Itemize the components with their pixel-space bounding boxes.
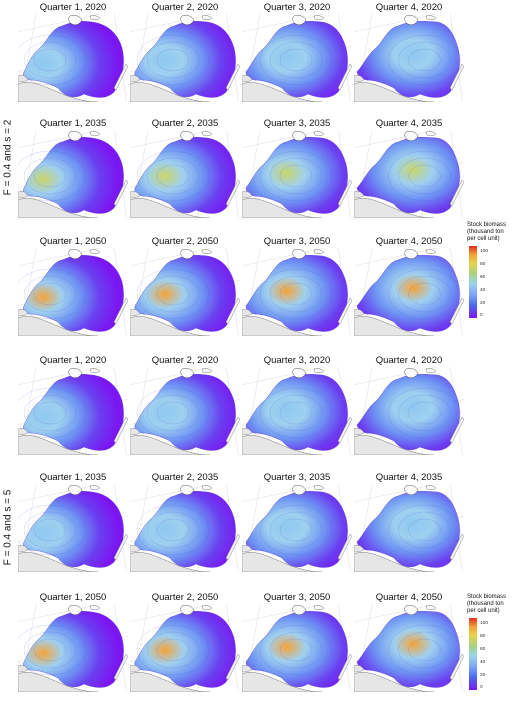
panel-title: Quarter 2, 2035 bbox=[151, 472, 219, 483]
biomass-map bbox=[354, 604, 464, 692]
biomass-legend: Stock biomass (thousand ton per cell uni… bbox=[467, 594, 517, 694]
panel-title: Quarter 2, 2035 bbox=[151, 118, 219, 129]
map-panel: Quarter 2, 2020 bbox=[130, 355, 240, 455]
panel-title: Quarter 3, 2035 bbox=[263, 472, 331, 483]
panel-title: Quarter 1, 2035 bbox=[39, 118, 107, 129]
map-panel: Quarter 2, 2050 bbox=[130, 236, 240, 336]
panel-title: Quarter 3, 2020 bbox=[263, 2, 331, 13]
panel-title: Quarter 1, 2050 bbox=[39, 592, 107, 603]
biomass-map bbox=[130, 248, 240, 336]
map-panel: Quarter 3, 2050 bbox=[242, 592, 352, 692]
map-panel: Quarter 1, 2035 bbox=[18, 118, 128, 218]
legend-title-line: (thousand ton bbox=[467, 229, 504, 236]
biomass-map bbox=[242, 604, 352, 692]
legend-title-line: per cell unit) bbox=[467, 236, 500, 243]
legend-title-line: (thousand ton bbox=[467, 601, 504, 608]
biomass-map bbox=[242, 14, 352, 102]
biomass-map bbox=[242, 248, 352, 336]
map-panel: Quarter 2, 2020 bbox=[130, 2, 240, 102]
panel-title: Quarter 2, 2050 bbox=[151, 592, 219, 603]
map-panel: Quarter 4, 2035 bbox=[354, 118, 464, 218]
biomass-map bbox=[242, 367, 352, 455]
map-panel: Quarter 4, 2050 bbox=[354, 236, 464, 336]
panel-title: Quarter 3, 2035 bbox=[263, 118, 331, 129]
row-label-s5: F = 0.4 and s = 5 bbox=[2, 489, 14, 566]
panel-title: Quarter 1, 2050 bbox=[39, 236, 107, 247]
biomass-map bbox=[130, 130, 240, 218]
legend-tick: 80 bbox=[480, 262, 486, 267]
map-panel: Quarter 4, 2050 bbox=[354, 592, 464, 692]
legend-color-bar bbox=[469, 246, 477, 318]
map-panel: Quarter 3, 2050 bbox=[242, 236, 352, 336]
legend-tick: 40 bbox=[480, 660, 486, 665]
panel-title: Quarter 4, 2020 bbox=[375, 2, 443, 13]
biomass-map bbox=[18, 248, 128, 336]
panel-title: Quarter 1, 2020 bbox=[39, 355, 107, 366]
panel-title: Quarter 2, 2020 bbox=[151, 2, 219, 13]
panel-title: Quarter 1, 2035 bbox=[39, 472, 107, 483]
biomass-map bbox=[242, 130, 352, 218]
map-panel: Quarter 1, 2020 bbox=[18, 2, 128, 102]
map-panel: Quarter 3, 2020 bbox=[242, 2, 352, 102]
biomass-map bbox=[18, 14, 128, 102]
legend-tick: 60 bbox=[480, 647, 486, 652]
legend-tick: 80 bbox=[480, 634, 486, 639]
panel-title: Quarter 4, 2035 bbox=[375, 118, 443, 129]
map-panel: Quarter 1, 2035 bbox=[18, 472, 128, 572]
biomass-map bbox=[354, 367, 464, 455]
biomass-map bbox=[354, 248, 464, 336]
biomass-map bbox=[18, 130, 128, 218]
panel-title: Quarter 4, 2020 bbox=[375, 355, 443, 366]
biomass-map bbox=[130, 14, 240, 102]
map-panel: Quarter 4, 2020 bbox=[354, 2, 464, 102]
legend-tick: 40 bbox=[480, 288, 486, 293]
legend-tick: 0 bbox=[480, 313, 483, 318]
map-panel: Quarter 3, 2035 bbox=[242, 472, 352, 572]
biomass-map bbox=[242, 484, 352, 572]
map-panel: Quarter 1, 2020 bbox=[18, 355, 128, 455]
map-panel: Quarter 3, 2020 bbox=[242, 355, 352, 455]
biomass-map bbox=[18, 604, 128, 692]
legend-tick: 60 bbox=[480, 275, 486, 280]
biomass-map bbox=[130, 604, 240, 692]
legend-title-line: Stock biomass bbox=[467, 222, 507, 228]
biomass-map bbox=[130, 367, 240, 455]
biomass-legend: Stock biomass (thousand ton per cell uni… bbox=[467, 222, 517, 322]
legend-tick: 20 bbox=[480, 301, 486, 306]
panel-title: Quarter 2, 2050 bbox=[151, 236, 219, 247]
biomass-map bbox=[354, 484, 464, 572]
panel-title: Quarter 3, 2050 bbox=[263, 592, 331, 603]
map-panel: Quarter 4, 2020 bbox=[354, 355, 464, 455]
map-panel: Quarter 3, 2035 bbox=[242, 118, 352, 218]
panel-title: Quarter 2, 2020 bbox=[151, 355, 219, 366]
panel-title: Quarter 3, 2020 bbox=[263, 355, 331, 366]
legend-color-bar bbox=[469, 618, 477, 690]
panel-title: Quarter 4, 2035 bbox=[375, 472, 443, 483]
map-panel: Quarter 2, 2050 bbox=[130, 592, 240, 692]
biomass-map bbox=[354, 14, 464, 102]
panel-title: Quarter 1, 2020 bbox=[39, 2, 107, 13]
legend-tick: 20 bbox=[480, 673, 486, 678]
biomass-map bbox=[18, 484, 128, 572]
map-panel: Quarter 1, 2050 bbox=[18, 236, 128, 336]
panel-title: Quarter 4, 2050 bbox=[375, 592, 443, 603]
biomass-map bbox=[354, 130, 464, 218]
legend-tick: 100 bbox=[480, 249, 489, 254]
map-panel: Quarter 2, 2035 bbox=[130, 472, 240, 572]
legend-title-line: Stock biomass bbox=[467, 594, 507, 600]
panel-title: Quarter 3, 2050 bbox=[263, 236, 331, 247]
biomass-map bbox=[130, 484, 240, 572]
map-panel: Quarter 4, 2035 bbox=[354, 472, 464, 572]
legend-tick: 100 bbox=[480, 621, 489, 626]
map-panel: Quarter 2, 2035 bbox=[130, 118, 240, 218]
legend-title-line: per cell unit) bbox=[467, 608, 500, 615]
legend-tick: 0 bbox=[480, 685, 483, 690]
row-label-s2: F = 0.4 and s = 2 bbox=[2, 119, 14, 196]
biomass-map bbox=[18, 367, 128, 455]
panel-title: Quarter 4, 2050 bbox=[375, 236, 443, 247]
map-panel: Quarter 1, 2050 bbox=[18, 592, 128, 692]
